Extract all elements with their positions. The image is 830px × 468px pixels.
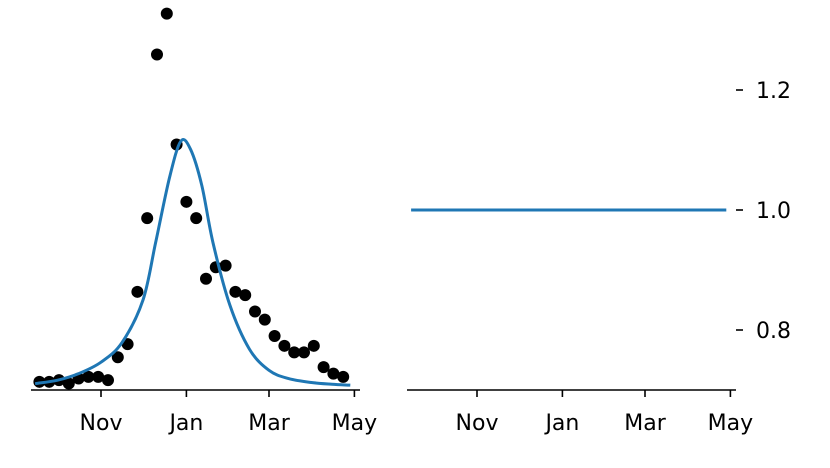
data-point bbox=[82, 370, 95, 383]
data-point bbox=[268, 330, 281, 342]
x-tick-label: May bbox=[708, 411, 753, 436]
left-plot-area bbox=[33, 7, 351, 390]
x-tick-label: Jan bbox=[543, 411, 579, 436]
right-y-ticks: 1.2 1.0 0.8 bbox=[736, 79, 791, 344]
data-point bbox=[102, 374, 114, 387]
data-point bbox=[307, 339, 320, 352]
data-point bbox=[151, 48, 163, 61]
series-line bbox=[34, 138, 351, 387]
x-tick-label: Nov bbox=[80, 411, 123, 436]
data-point bbox=[92, 370, 105, 383]
data-point bbox=[249, 305, 261, 318]
left-x-ticks: Nov Jan Mar May bbox=[80, 390, 377, 436]
data-point bbox=[180, 195, 193, 208]
data-point bbox=[278, 339, 291, 352]
x-tick-label: Mar bbox=[624, 411, 666, 436]
data-point bbox=[327, 367, 340, 380]
data-point bbox=[141, 212, 154, 225]
left-panel: Nov Jan Mar May bbox=[31, 7, 377, 436]
data-point bbox=[298, 346, 310, 359]
right-panel: Nov Jan Mar May 1.2 1.0 0.8 bbox=[407, 79, 791, 436]
data-point bbox=[62, 377, 75, 390]
data-point bbox=[111, 351, 124, 364]
data-point bbox=[317, 361, 330, 374]
x-tick-label: May bbox=[332, 411, 377, 436]
data-point bbox=[229, 285, 242, 298]
x-tick-label: Jan bbox=[167, 411, 203, 436]
data-point bbox=[200, 272, 212, 285]
right-x-ticks: Nov Jan Mar May bbox=[456, 390, 753, 436]
data-point bbox=[258, 313, 271, 326]
y-tick-label: 1.0 bbox=[756, 199, 791, 224]
data-point bbox=[337, 370, 350, 383]
y-tick-label: 1.2 bbox=[756, 79, 791, 104]
data-point bbox=[160, 7, 173, 20]
x-tick-label: Mar bbox=[248, 411, 290, 436]
data-point bbox=[219, 259, 232, 272]
data-point bbox=[288, 346, 301, 359]
data-point bbox=[131, 285, 144, 298]
y-tick-label: 0.8 bbox=[756, 319, 791, 344]
data-point bbox=[239, 289, 252, 302]
data-point bbox=[190, 212, 203, 225]
x-tick-label: Nov bbox=[456, 411, 499, 436]
